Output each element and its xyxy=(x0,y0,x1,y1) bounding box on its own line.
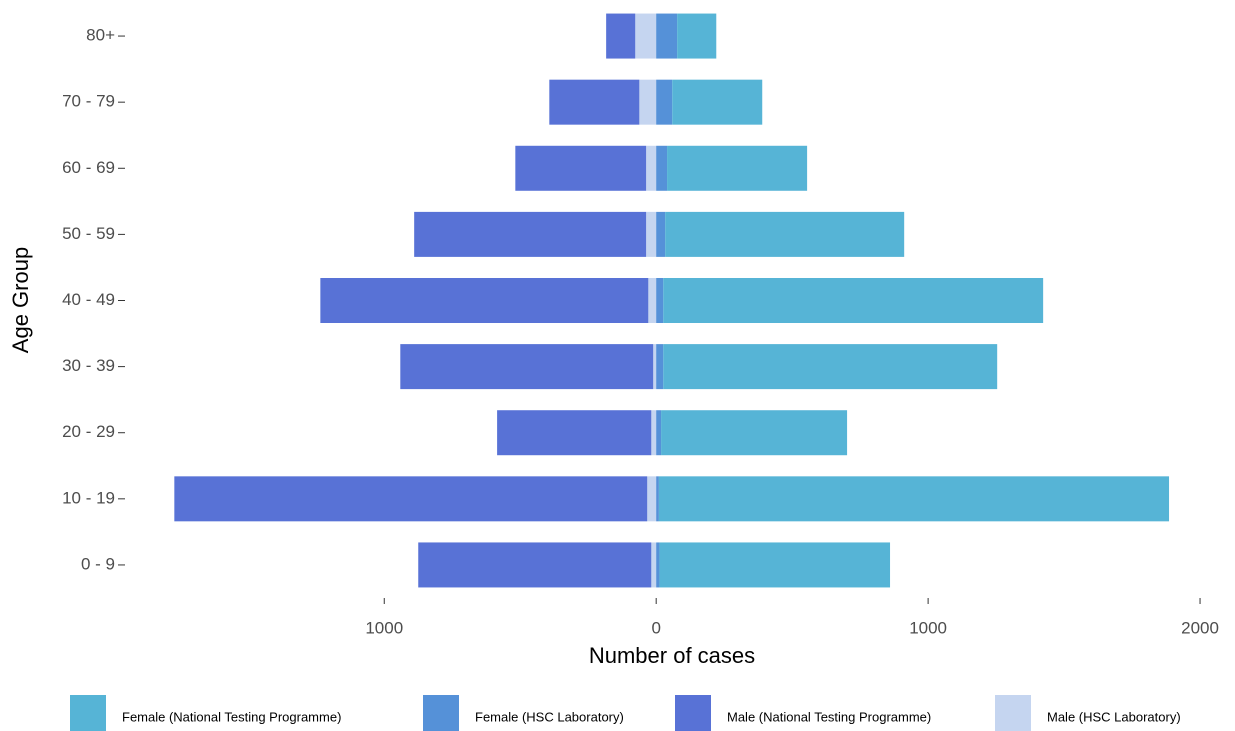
bar xyxy=(646,211,657,257)
bar xyxy=(667,145,808,191)
bar xyxy=(418,542,652,588)
bar xyxy=(656,79,673,125)
bar xyxy=(672,79,763,125)
bar xyxy=(661,410,848,456)
bar xyxy=(656,211,666,257)
bar xyxy=(663,344,998,390)
bar xyxy=(665,211,905,257)
legend-swatch xyxy=(675,695,711,731)
bar xyxy=(653,344,657,390)
y-tick-label: 60 - 69 xyxy=(62,158,115,177)
bar xyxy=(639,79,657,125)
bar xyxy=(414,211,647,257)
legend-label: Female (National Testing Programme) xyxy=(122,709,341,724)
bar xyxy=(174,476,648,522)
bar xyxy=(651,542,657,588)
x-axis-title: Number of cases xyxy=(589,643,755,668)
legend-label: Female (HSC Laboratory) xyxy=(475,709,624,724)
y-tick-label: 0 - 9 xyxy=(81,554,115,573)
bar xyxy=(606,13,636,59)
bar xyxy=(656,13,678,59)
legend-label: Male (National Testing Programme) xyxy=(727,709,931,724)
x-tick-label: 2000 xyxy=(1181,618,1219,637)
bar xyxy=(515,145,647,191)
y-tick-label: 70 - 79 xyxy=(62,92,115,111)
bar xyxy=(656,542,660,588)
x-tick-label: 1000 xyxy=(909,618,947,637)
legend-swatch xyxy=(995,695,1031,731)
legend-label: Male (HSC Laboratory) xyxy=(1047,709,1181,724)
legend-swatch xyxy=(423,695,459,731)
bar xyxy=(656,410,662,456)
bar xyxy=(663,278,1044,323)
legend-swatch xyxy=(70,695,106,731)
y-tick-label: 80+ xyxy=(86,26,115,45)
bar xyxy=(656,145,668,191)
bar xyxy=(400,344,654,390)
bar xyxy=(656,344,664,390)
bar xyxy=(658,476,1170,522)
x-tick-label: 1000 xyxy=(365,618,403,637)
bar xyxy=(635,13,657,59)
bar xyxy=(320,278,649,323)
bar xyxy=(648,278,657,323)
bar xyxy=(647,476,657,522)
x-tick-label: 0 xyxy=(651,618,660,637)
y-tick-label: 40 - 49 xyxy=(62,290,115,309)
y-axis-title: Age Group xyxy=(8,247,33,353)
bar xyxy=(659,542,891,588)
y-tick-label: 30 - 39 xyxy=(62,356,115,375)
bar xyxy=(549,79,640,125)
y-tick-label: 50 - 59 xyxy=(62,224,115,243)
bar xyxy=(656,476,659,522)
y-tick-label: 20 - 29 xyxy=(62,422,115,441)
bar xyxy=(646,145,657,191)
bar xyxy=(651,410,657,456)
bar xyxy=(677,13,717,59)
y-tick-label: 10 - 19 xyxy=(62,488,115,507)
bar xyxy=(497,410,652,456)
bar xyxy=(656,278,664,323)
